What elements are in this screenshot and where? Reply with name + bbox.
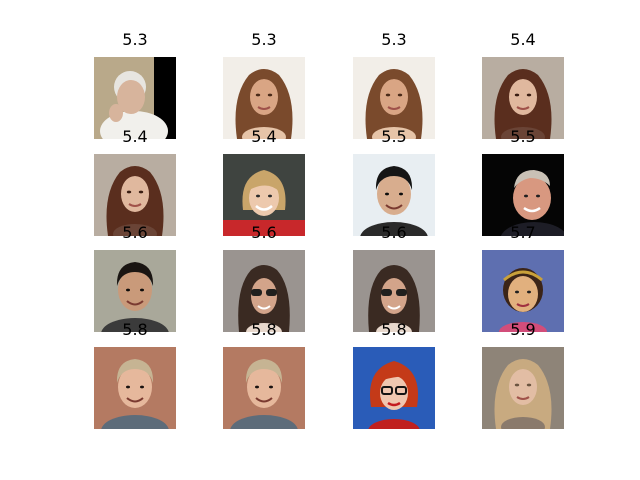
score-label: 5.3	[122, 30, 148, 49]
score-label: 5.5	[510, 127, 536, 146]
score-label: 5.9	[510, 320, 536, 339]
face-thumbnail-image	[94, 57, 176, 139]
face-thumbnail-image	[223, 347, 305, 429]
score-label: 5.3	[381, 30, 407, 49]
face-thumbnail	[353, 154, 435, 236]
face-thumbnail	[353, 57, 435, 139]
face-thumbnail-image	[353, 154, 435, 236]
face-thumbnail	[482, 57, 564, 139]
face-thumbnail	[223, 154, 305, 236]
face-thumbnail-image	[353, 347, 435, 429]
score-label: 5.6	[122, 223, 148, 242]
thumbnail-cell: 5.3	[353, 30, 435, 139]
face-thumbnail	[94, 154, 176, 236]
thumbnail-cell: 5.6	[223, 223, 305, 332]
thumbnail-cell: 5.9	[482, 320, 564, 429]
thumbnail-cell: 5.4	[94, 127, 176, 236]
face-thumbnail-image	[94, 250, 176, 332]
score-label: 5.6	[381, 223, 407, 242]
thumbnail-cell: 5.5	[482, 127, 564, 236]
face-thumbnail	[482, 154, 564, 236]
face-thumbnail	[353, 347, 435, 429]
face-thumbnail-image	[94, 154, 176, 236]
score-label: 5.8	[251, 320, 277, 339]
score-label: 5.7	[510, 223, 536, 242]
score-label: 5.6	[251, 223, 277, 242]
score-label: 5.4	[122, 127, 148, 146]
face-thumbnail-image	[482, 154, 564, 236]
face-thumbnail-image	[482, 250, 564, 332]
face-thumbnail-image	[353, 57, 435, 139]
face-thumbnail-image	[223, 154, 305, 236]
face-thumbnail-image	[94, 347, 176, 429]
thumbnail-cell: 5.5	[353, 127, 435, 236]
face-thumbnail	[94, 347, 176, 429]
face-thumbnail-image	[353, 250, 435, 332]
thumbnail-cell: 5.4	[482, 30, 564, 139]
thumbnail-cell: 5.6	[353, 223, 435, 332]
score-label: 5.4	[510, 30, 536, 49]
score-label: 5.5	[381, 127, 407, 146]
score-label: 5.4	[251, 127, 277, 146]
score-label: 5.8	[122, 320, 148, 339]
face-thumbnail	[94, 250, 176, 332]
face-thumbnail	[223, 250, 305, 332]
thumbnail-cell: 5.6	[94, 223, 176, 332]
face-thumbnail	[223, 347, 305, 429]
face-thumbnail	[223, 57, 305, 139]
thumbnail-cell: 5.8	[223, 320, 305, 429]
face-thumbnail	[94, 57, 176, 139]
thumbnail-cell: 5.8	[94, 320, 176, 429]
thumbnail-cell: 5.7	[482, 223, 564, 332]
score-label: 5.8	[381, 320, 407, 339]
thumbnail-cell: 5.4	[223, 127, 305, 236]
face-thumbnail-image	[482, 347, 564, 429]
face-thumbnail-image	[223, 57, 305, 139]
face-thumbnail-image	[223, 250, 305, 332]
face-thumbnail-image	[482, 57, 564, 139]
thumbnail-cell: 5.8	[353, 320, 435, 429]
face-thumbnail	[353, 250, 435, 332]
face-thumbnail	[482, 347, 564, 429]
score-label: 5.3	[251, 30, 277, 49]
face-thumbnail	[482, 250, 564, 332]
thumbnail-cell: 5.3	[94, 30, 176, 139]
thumbnail-cell: 5.3	[223, 30, 305, 139]
